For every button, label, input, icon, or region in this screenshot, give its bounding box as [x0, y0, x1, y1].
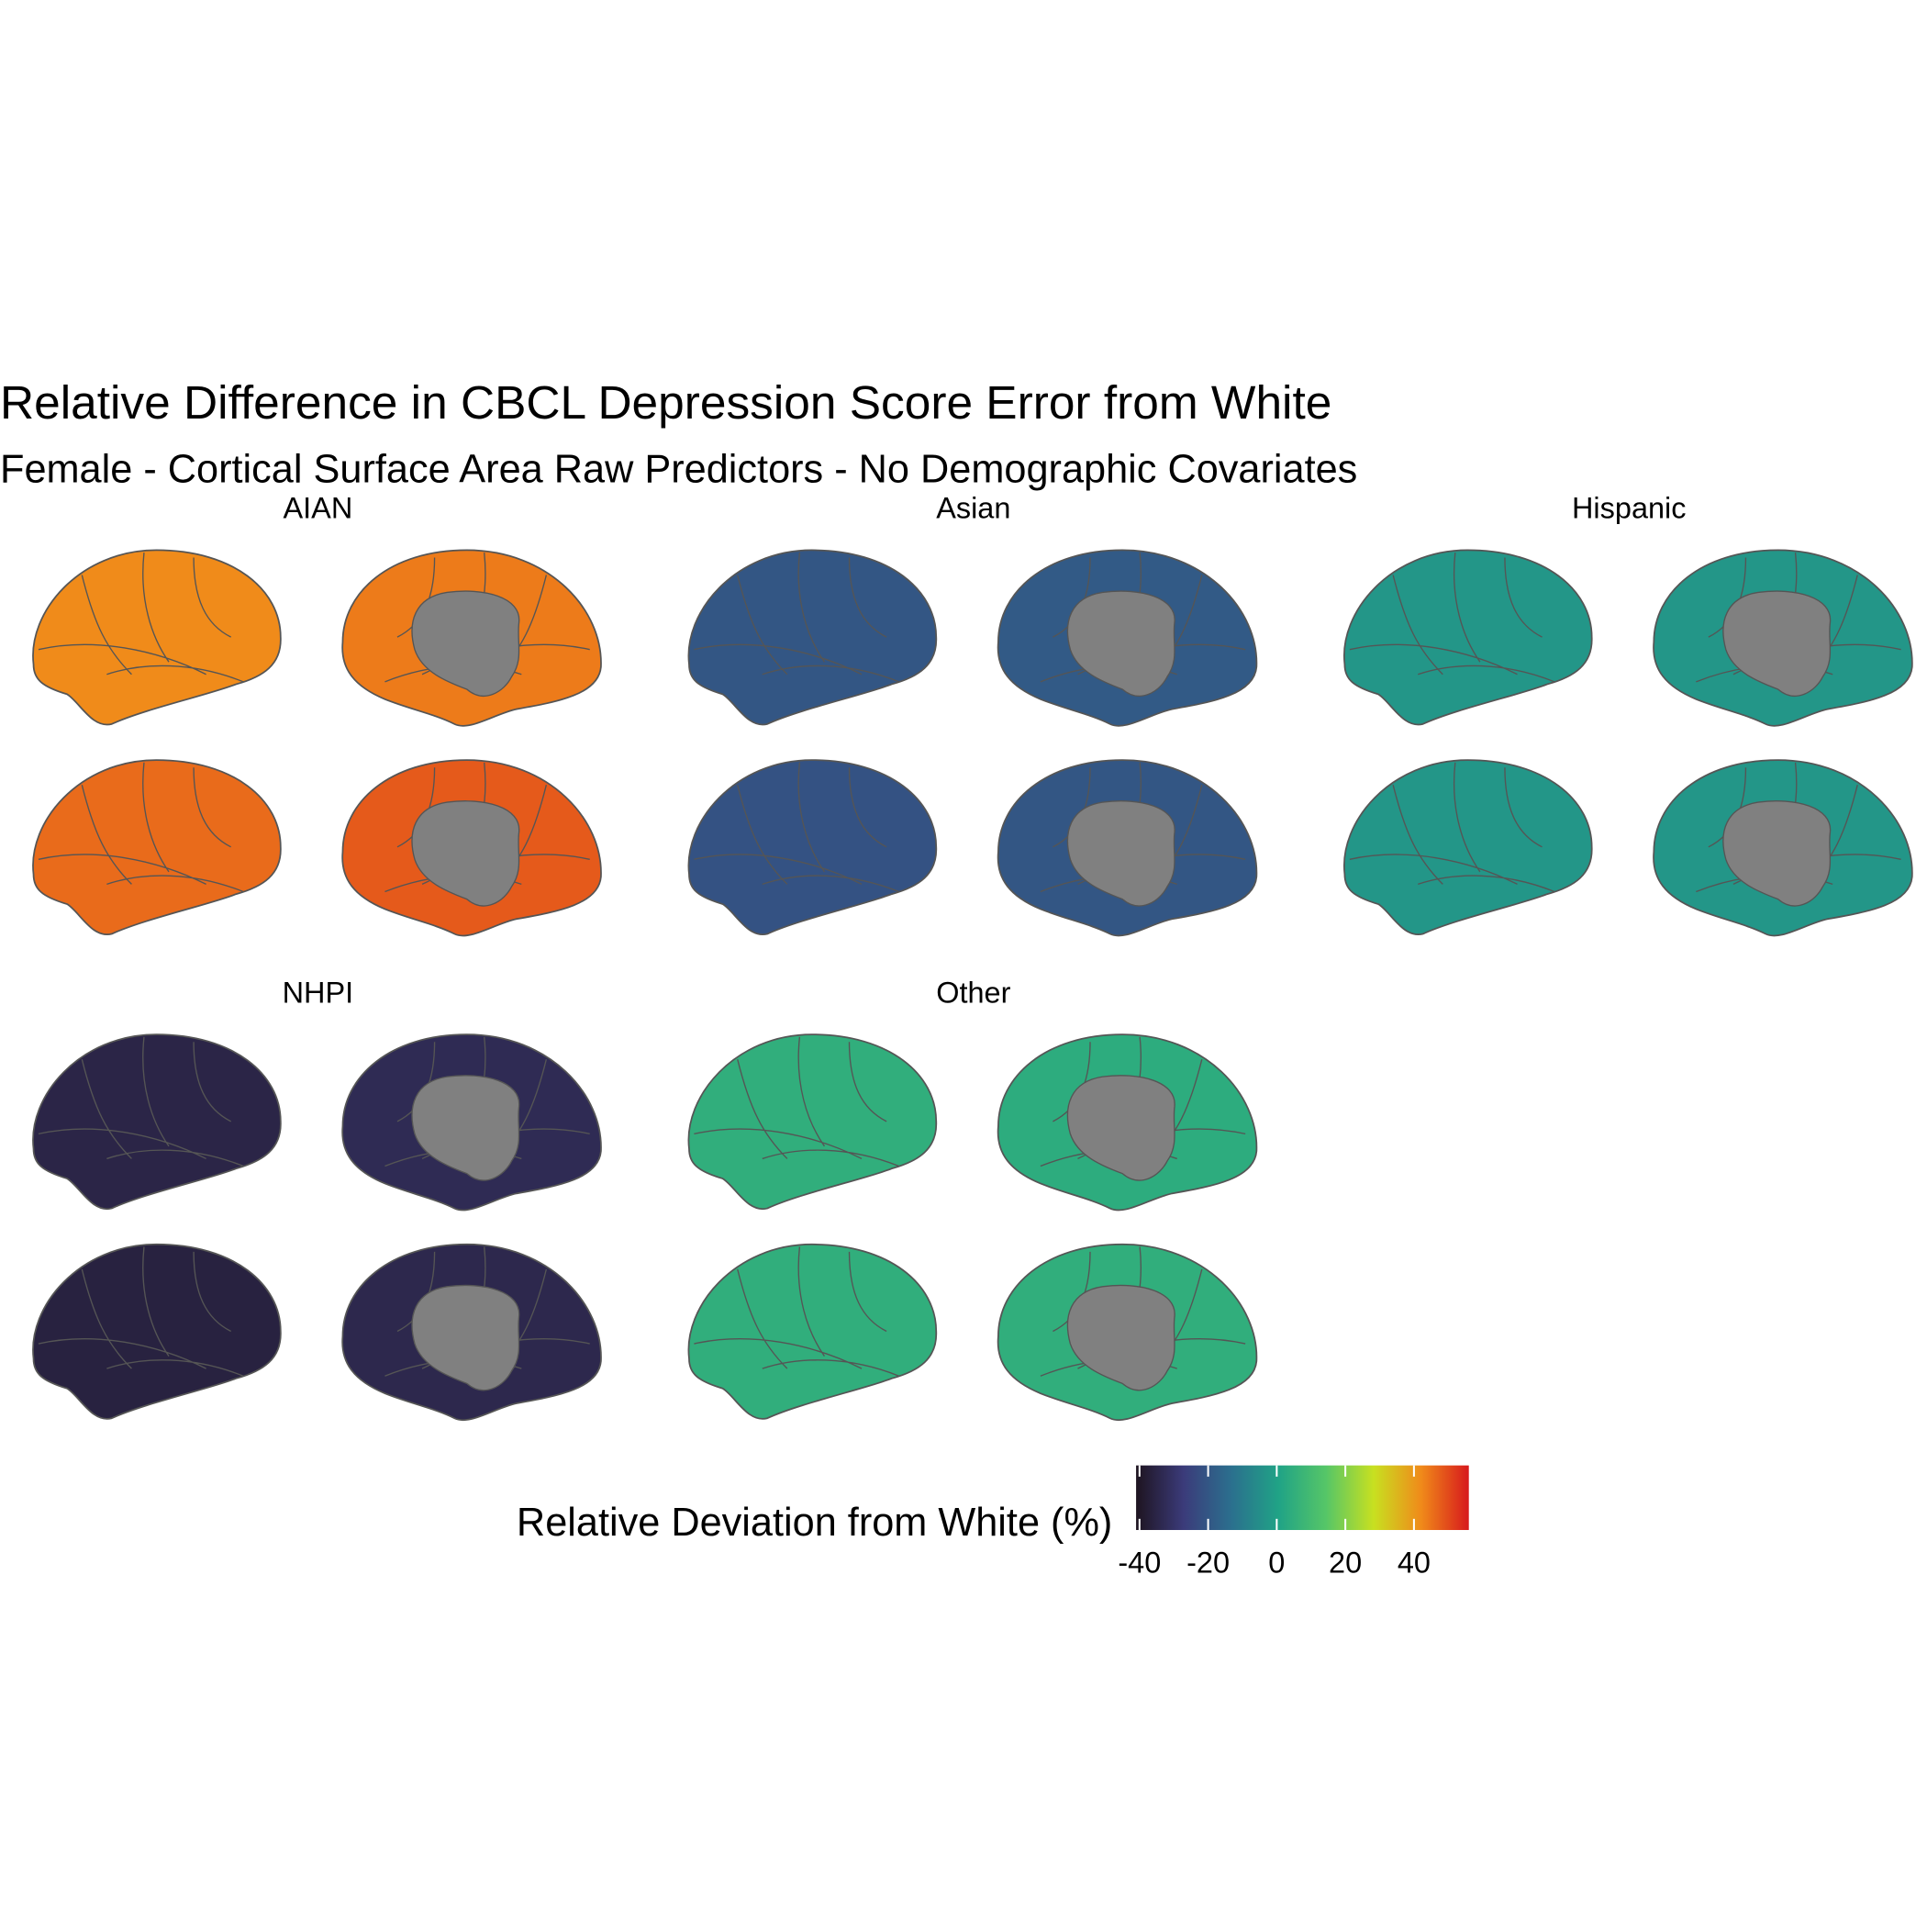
region-border	[1349, 762, 1555, 893]
medial-wall	[411, 800, 520, 907]
brain-region	[687, 759, 938, 935]
brain-view	[1342, 549, 1593, 726]
facet-label: Other	[936, 976, 1010, 1009]
brain-view	[32, 759, 282, 935]
brain-region	[32, 549, 282, 726]
legend-title: Relative Deviation from White (%)	[517, 1501, 1112, 1545]
brain-region	[32, 759, 282, 935]
region-border	[38, 553, 244, 683]
medial-wall	[411, 1075, 520, 1181]
brain-view	[32, 549, 282, 726]
brain-view	[341, 1243, 602, 1421]
chart-title: Relative Difference in CBCL Depression S…	[0, 375, 1331, 429]
brain-view	[32, 1243, 282, 1420]
brain-view	[32, 1033, 282, 1211]
brain-view	[997, 549, 1258, 727]
brain-view	[1342, 759, 1593, 935]
brain-view	[687, 1033, 938, 1211]
brain-view	[997, 1033, 1258, 1212]
brain-view	[687, 759, 938, 935]
region-border	[38, 1246, 244, 1377]
colorbar-tick-label: -20	[1186, 1546, 1230, 1579]
colorbar-tick-label: 0	[1268, 1546, 1285, 1579]
medial-wall	[1066, 590, 1175, 697]
chart-subtitle: Female - Cortical Surface Area Raw Predi…	[0, 448, 1357, 492]
brain-region	[687, 1033, 938, 1211]
brain-view	[1653, 549, 1913, 727]
brain-view	[997, 1243, 1258, 1421]
region-border	[694, 762, 899, 893]
medial-wall	[1066, 1284, 1175, 1391]
region-border	[1349, 553, 1555, 683]
colorbar	[1136, 1465, 1469, 1531]
brain-region	[687, 549, 938, 726]
medial-wall	[411, 1284, 520, 1391]
brain-view	[1653, 759, 1913, 937]
brain-region	[32, 1243, 282, 1420]
brain-view	[687, 549, 938, 726]
region-border	[38, 1036, 244, 1167]
facet-label: Asian	[936, 492, 1010, 525]
region-border	[694, 553, 899, 683]
colorbar-tick-label: -40	[1118, 1546, 1161, 1579]
medial-wall	[1066, 800, 1175, 907]
colorbar-tick-label: 20	[1329, 1546, 1362, 1579]
medial-wall	[1722, 800, 1832, 907]
brain-region	[1342, 549, 1593, 726]
brain-region	[687, 1243, 938, 1420]
colorbar-tick-label: 40	[1398, 1546, 1431, 1579]
brain-view	[341, 1033, 602, 1212]
brain-view	[341, 759, 602, 937]
brain-view	[997, 759, 1258, 937]
facet-label: Hispanic	[1572, 492, 1687, 525]
facet-label: AIAN	[283, 492, 352, 525]
facet-label: NHPI	[283, 976, 354, 1009]
brain-region	[1342, 759, 1593, 935]
medial-wall	[1722, 590, 1832, 697]
region-border	[694, 1246, 899, 1377]
brain-view	[341, 549, 602, 727]
region-border	[694, 1036, 899, 1167]
brain-view	[687, 1243, 938, 1420]
medial-wall	[1066, 1075, 1175, 1181]
medial-wall	[411, 590, 520, 697]
brain-region	[32, 1033, 282, 1211]
region-border	[38, 762, 244, 893]
